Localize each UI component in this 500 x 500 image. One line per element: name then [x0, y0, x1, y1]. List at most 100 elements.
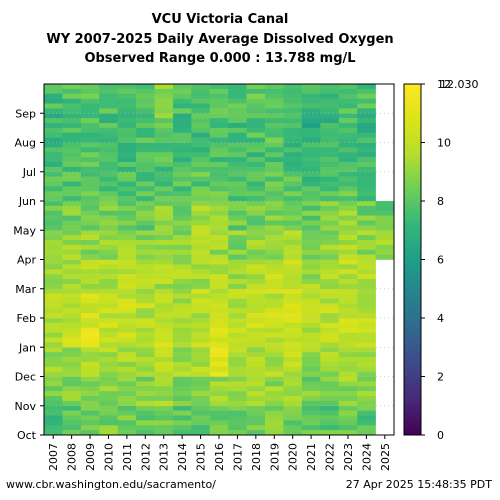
heatmap-cell	[191, 303, 211, 309]
heatmap-cell	[99, 327, 118, 333]
x-tick-label: 2024	[360, 443, 373, 471]
heatmap-cell	[99, 298, 118, 304]
heatmap-cell	[172, 196, 192, 202]
heatmap-cell	[228, 264, 247, 270]
heatmap-cell	[357, 98, 376, 104]
heatmap-cell	[338, 235, 358, 241]
heatmap-cell	[228, 249, 247, 255]
heatmap-cell	[301, 215, 321, 221]
heatmap-cell	[246, 142, 266, 148]
heatmap-cell	[338, 332, 358, 338]
heatmap-cell	[301, 396, 321, 402]
heatmap-cell	[338, 108, 358, 114]
heatmap-cell	[44, 396, 63, 402]
heatmap-cell	[99, 381, 118, 387]
heatmap-cell	[99, 210, 118, 216]
heatmap-cell	[265, 381, 284, 387]
heatmap-cell	[228, 230, 247, 236]
heatmap-cell	[338, 147, 358, 153]
heatmap-cell	[357, 381, 376, 387]
heatmap-cell	[117, 205, 137, 212]
y-tick-label: Nov	[15, 400, 37, 413]
heatmap-cell	[301, 376, 321, 382]
heatmap-cell	[136, 215, 155, 221]
heatmap-cell	[246, 108, 266, 114]
heatmap-cell	[246, 181, 266, 187]
heatmap-cell	[191, 113, 211, 119]
heatmap-cell	[357, 259, 376, 265]
heatmap-cell	[246, 235, 266, 241]
heatmap-cell	[209, 201, 229, 207]
heatmap-cell	[80, 181, 100, 187]
heatmap-cell	[154, 371, 174, 377]
heatmap-cell	[191, 337, 211, 343]
heatmap-cell	[228, 142, 247, 148]
heatmap-cell	[301, 196, 321, 202]
heatmap-cell	[246, 103, 266, 109]
heatmap-cell	[80, 186, 100, 192]
heatmap-cell	[228, 166, 247, 173]
colorbar-tick-label: 0	[437, 429, 444, 442]
heatmap-cell	[117, 244, 137, 251]
heatmap-cell	[44, 84, 63, 90]
colorbar-axis: 0 2 4 6 8 10 12	[421, 78, 451, 442]
heatmap-cell	[283, 400, 303, 407]
heatmap-cell	[228, 361, 247, 368]
heatmap-cell	[62, 391, 82, 397]
heatmap-cell	[228, 176, 247, 182]
heatmap-cell	[99, 264, 118, 270]
heatmap-cell	[80, 108, 100, 114]
heatmap-cell	[301, 181, 321, 187]
heatmap-cell	[80, 400, 100, 407]
x-tick-label: 2009	[84, 443, 97, 471]
heatmap-cell	[265, 98, 284, 104]
heatmap-cell	[136, 259, 155, 265]
heatmap-cell	[191, 361, 211, 368]
heatmap-cell	[136, 361, 155, 368]
heatmap-cell	[265, 186, 284, 192]
heatmap-cell	[80, 166, 100, 173]
heatmap-cell	[154, 93, 174, 99]
heatmap-cell	[338, 201, 358, 207]
heatmap-cell	[320, 244, 340, 251]
heatmap-cell	[209, 332, 229, 338]
heatmap-cell	[301, 84, 321, 90]
heatmap-cell	[99, 157, 118, 163]
heatmap-cell	[246, 400, 266, 407]
heatmap-cell	[228, 283, 247, 290]
heatmap-cell	[44, 142, 63, 148]
heatmap-cell	[338, 152, 358, 158]
heatmap-cell	[80, 430, 100, 436]
heatmap-cell	[44, 347, 63, 353]
heatmap-cell	[283, 366, 303, 372]
x-tick-label: 2011	[121, 443, 134, 471]
heatmap-cell	[172, 244, 192, 251]
heatmap-cell	[136, 162, 155, 168]
heatmap-cell	[246, 123, 266, 129]
heatmap-cell	[209, 108, 229, 114]
heatmap-cell	[301, 244, 321, 251]
heatmap-cell	[338, 162, 358, 168]
heatmap-cell	[117, 137, 137, 143]
heatmap-cell	[154, 400, 174, 407]
heatmap-cell	[191, 366, 211, 372]
heatmap-cell	[338, 259, 358, 265]
heatmap-cell	[357, 186, 376, 192]
heatmap-cell	[80, 352, 100, 358]
heatmap-cell	[209, 171, 229, 177]
heatmap-cell	[117, 162, 137, 168]
heatmap-cell	[375, 230, 395, 236]
heatmap-cell	[357, 337, 376, 343]
heatmap-cell	[357, 415, 376, 421]
heatmap-cell	[154, 225, 174, 231]
heatmap-cell	[320, 400, 340, 407]
heatmap-cell	[172, 84, 192, 90]
x-tick-label: 2008	[66, 443, 79, 471]
heatmap-cell	[117, 352, 137, 358]
heatmap-cell	[283, 162, 303, 168]
heatmap-cell	[117, 376, 137, 382]
heatmap-cell	[338, 244, 358, 251]
heatmap-cell	[357, 244, 376, 251]
heatmap-cell	[172, 147, 192, 153]
heatmap-cell	[301, 425, 321, 431]
